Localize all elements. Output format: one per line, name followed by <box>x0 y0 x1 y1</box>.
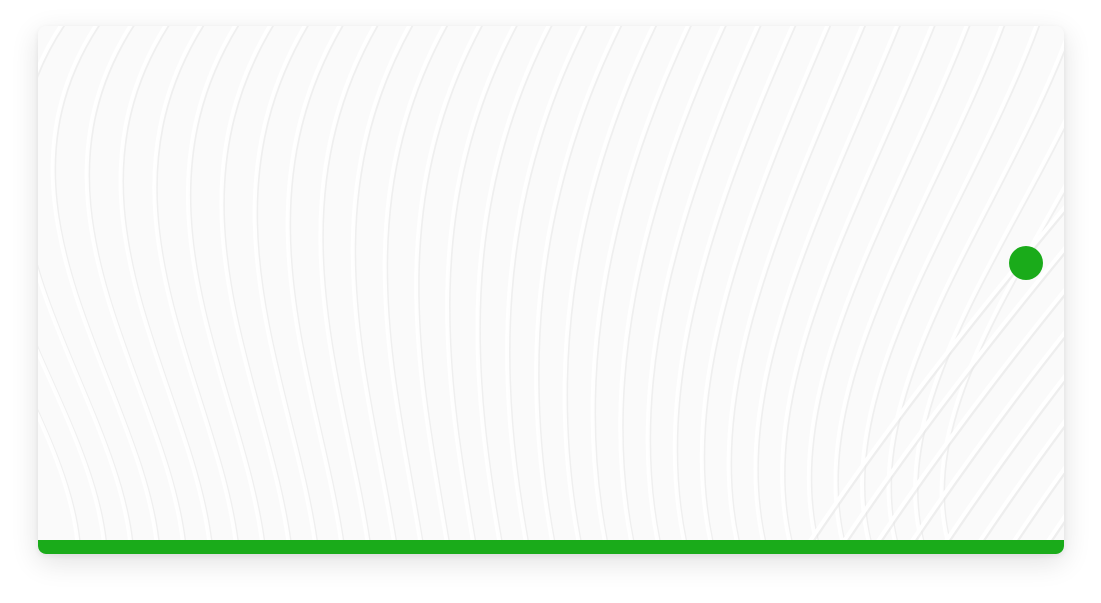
stripe-shadow <box>702 26 832 540</box>
stripe-highlight <box>780 26 934 540</box>
stripe-shadow <box>942 189 1064 540</box>
stripe-shadow <box>593 26 692 540</box>
stripe-shadow <box>782 26 936 540</box>
stripe-highlight <box>978 418 1064 540</box>
stripe-highlight <box>726 26 865 540</box>
stripe-highlight <box>842 246 1064 540</box>
stripe-shadow <box>729 26 867 540</box>
stripe-highlight <box>185 26 264 540</box>
stripe-shadow <box>416 26 484 540</box>
stripe-highlight <box>534 26 621 540</box>
stripe-shadow <box>565 26 658 540</box>
stripe-highlight <box>475 26 551 540</box>
stripe-highlight <box>1012 465 1064 540</box>
stripe-highlight <box>84 26 185 540</box>
stripe-highlight <box>939 183 1064 540</box>
stripe-highlight <box>414 26 482 540</box>
stripe-highlight <box>285 26 343 540</box>
side-tab-icon[interactable] <box>1009 246 1043 280</box>
stripe-highlight <box>944 373 1064 540</box>
stripe-highlight <box>806 26 969 540</box>
stripe-shadow <box>812 210 1064 540</box>
stripe-highlight <box>350 26 412 540</box>
stripe-shadow <box>982 424 1064 540</box>
stripe-highlight <box>445 26 516 540</box>
stripe-highlight <box>252 26 317 540</box>
stripe-shadow <box>889 46 1064 540</box>
stripe-highlight <box>910 330 1064 540</box>
stripe-shadow <box>675 26 797 540</box>
stripe-shadow <box>914 335 1064 540</box>
stripe-highlight <box>876 287 1064 540</box>
stripe-highlight <box>913 118 1064 540</box>
stripe-shadow <box>846 251 1064 540</box>
stripe-highlight <box>590 26 691 540</box>
stripe-highlight <box>753 26 899 540</box>
stripe-highlight <box>219 26 291 540</box>
stripe-highlight <box>38 411 79 540</box>
stripe-highlight <box>645 26 760 540</box>
stripe-highlight <box>618 26 725 540</box>
stripe-shadow <box>880 293 1064 540</box>
stripe-shadow <box>948 379 1064 540</box>
stripe-highlight <box>318 26 377 540</box>
stripe-highlight <box>152 26 238 540</box>
accent-bottom-bar <box>38 540 1064 554</box>
stripe-shadow <box>221 26 292 540</box>
stripe-shadow <box>1016 471 1064 540</box>
stripe-highlight <box>562 26 656 540</box>
stripe-highlight <box>672 26 795 540</box>
stripe-highlight <box>118 26 211 540</box>
stripe-highlight <box>808 204 1064 540</box>
stripe-highlight <box>50 26 159 540</box>
stripe-highlight <box>38 26 132 540</box>
stripe-highlight <box>382 26 447 540</box>
hero-card <box>38 26 1064 554</box>
stripe-highlight <box>699 26 830 540</box>
stripe-highlight <box>860 26 1039 540</box>
stripe-highlight <box>833 26 1004 540</box>
stripe-highlight <box>38 348 106 540</box>
stripe-pattern-background <box>38 26 1064 540</box>
stripe-highlight <box>505 26 586 540</box>
